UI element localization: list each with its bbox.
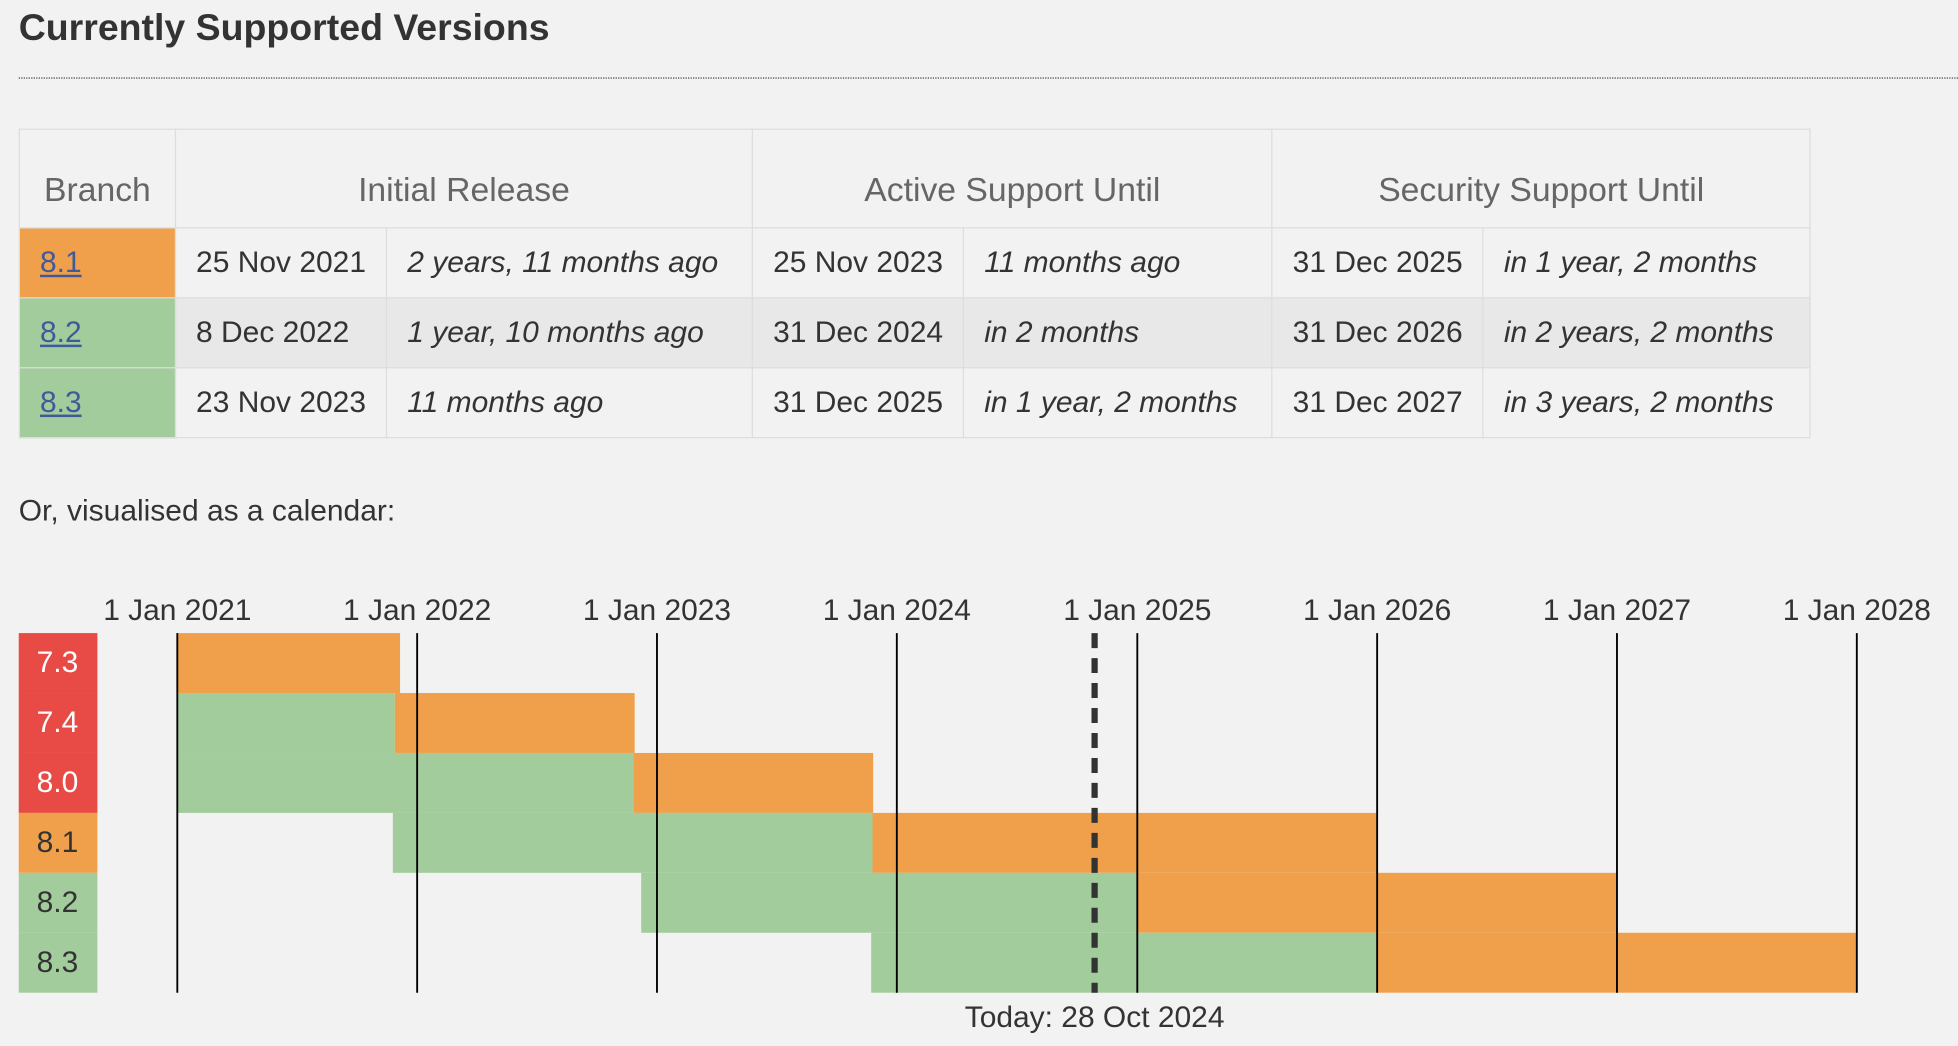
branch-label-bg — [18, 693, 98, 753]
relative-cell: 2 years, 11 months ago — [385, 227, 754, 299]
date-cell: 25 Nov 2023 — [751, 227, 965, 299]
section-title: Currently Supported Versions — [18, 7, 550, 49]
year-label: 1 Jan 2021 — [103, 594, 251, 627]
intro-text: Or, visualised as a calendar: — [18, 494, 396, 529]
date-cell: 31 Dec 2025 — [1271, 227, 1484, 299]
versions-table: Branch Initial Release Active Support Unti… — [18, 128, 1812, 439]
year-label: 1 Jan 2024 — [823, 594, 971, 627]
branch-label-bg — [18, 872, 98, 933]
branch-label-bg — [18, 752, 98, 813]
year-label: 1 Jan 2027 — [1543, 594, 1691, 627]
active-support-bar — [392, 812, 873, 873]
branch-cell: 8.2 — [18, 297, 177, 369]
active-support-bar — [641, 872, 1137, 933]
column-header: Security Support Until — [1271, 128, 1812, 229]
table-row: 8.3 23 Nov 2023 11 months ago 31 Dec 2025 in… — [18, 367, 1812, 439]
relative-cell: 11 months ago — [963, 227, 1273, 299]
branch-link[interactable]: 8.1 — [39, 245, 82, 280]
active-support-bar — [177, 752, 634, 813]
branch-label: 8.0 — [37, 766, 79, 799]
security-support-bar — [177, 633, 401, 694]
column-header: Active Support Until — [751, 128, 1273, 229]
branch-label: 7.4 — [37, 706, 79, 739]
date-cell: 8 Dec 2022 — [174, 297, 388, 369]
active-support-bar — [871, 932, 1377, 993]
year-label: 1 Jan 2025 — [1063, 594, 1211, 627]
table-row: 8.1 25 Nov 2021 2 years, 11 months ago 25 N… — [18, 227, 1812, 299]
year-label: 1 Jan 2023 — [583, 594, 731, 627]
branch-label: 8.2 — [37, 886, 79, 919]
security-support-bar — [872, 812, 1377, 873]
active-support-bar — [177, 693, 395, 753]
relative-cell: in 3 years, 2 months — [1482, 367, 1812, 439]
branch-label: 8.1 — [37, 826, 79, 859]
divider — [18, 77, 1958, 79]
relative-cell: 11 months ago — [385, 367, 754, 439]
column-header: Branch — [18, 128, 177, 229]
branch-label-bg — [18, 932, 98, 993]
branch-label-bg — [18, 633, 98, 694]
header-row: Branch Initial Release Active Support Unti… — [18, 128, 1812, 229]
date-cell: 31 Dec 2026 — [1271, 297, 1484, 369]
date-cell: 31 Dec 2024 — [751, 297, 965, 369]
relative-cell: in 1 year, 2 months — [963, 367, 1273, 439]
relative-cell: in 1 year, 2 months — [1482, 227, 1812, 299]
security-support-bar — [394, 693, 635, 753]
date-cell: 31 Dec 2025 — [751, 367, 965, 439]
year-label: 1 Jan 2028 — [1783, 594, 1931, 627]
security-support-bar — [633, 752, 874, 813]
branch-link[interactable]: 8.3 — [39, 385, 82, 419]
branch-label: 8.3 — [37, 946, 79, 979]
branch-cell: 8.1 — [18, 227, 177, 299]
today-label: Today: 28 Oct 2024 — [965, 1001, 1225, 1034]
branch-label-bg — [18, 812, 98, 873]
year-label: 1 Jan 2022 — [343, 594, 491, 627]
year-label: 1 Jan 2026 — [1303, 594, 1451, 627]
date-cell: 25 Nov 2021 — [174, 227, 388, 299]
branch-cell: 8.3 — [18, 367, 177, 439]
date-cell: 31 Dec 2027 — [1271, 367, 1484, 439]
branch-label: 7.3 — [37, 646, 79, 679]
branch-link[interactable]: 8.2 — [39, 315, 82, 350]
date-cell: 23 Nov 2023 — [174, 367, 388, 439]
